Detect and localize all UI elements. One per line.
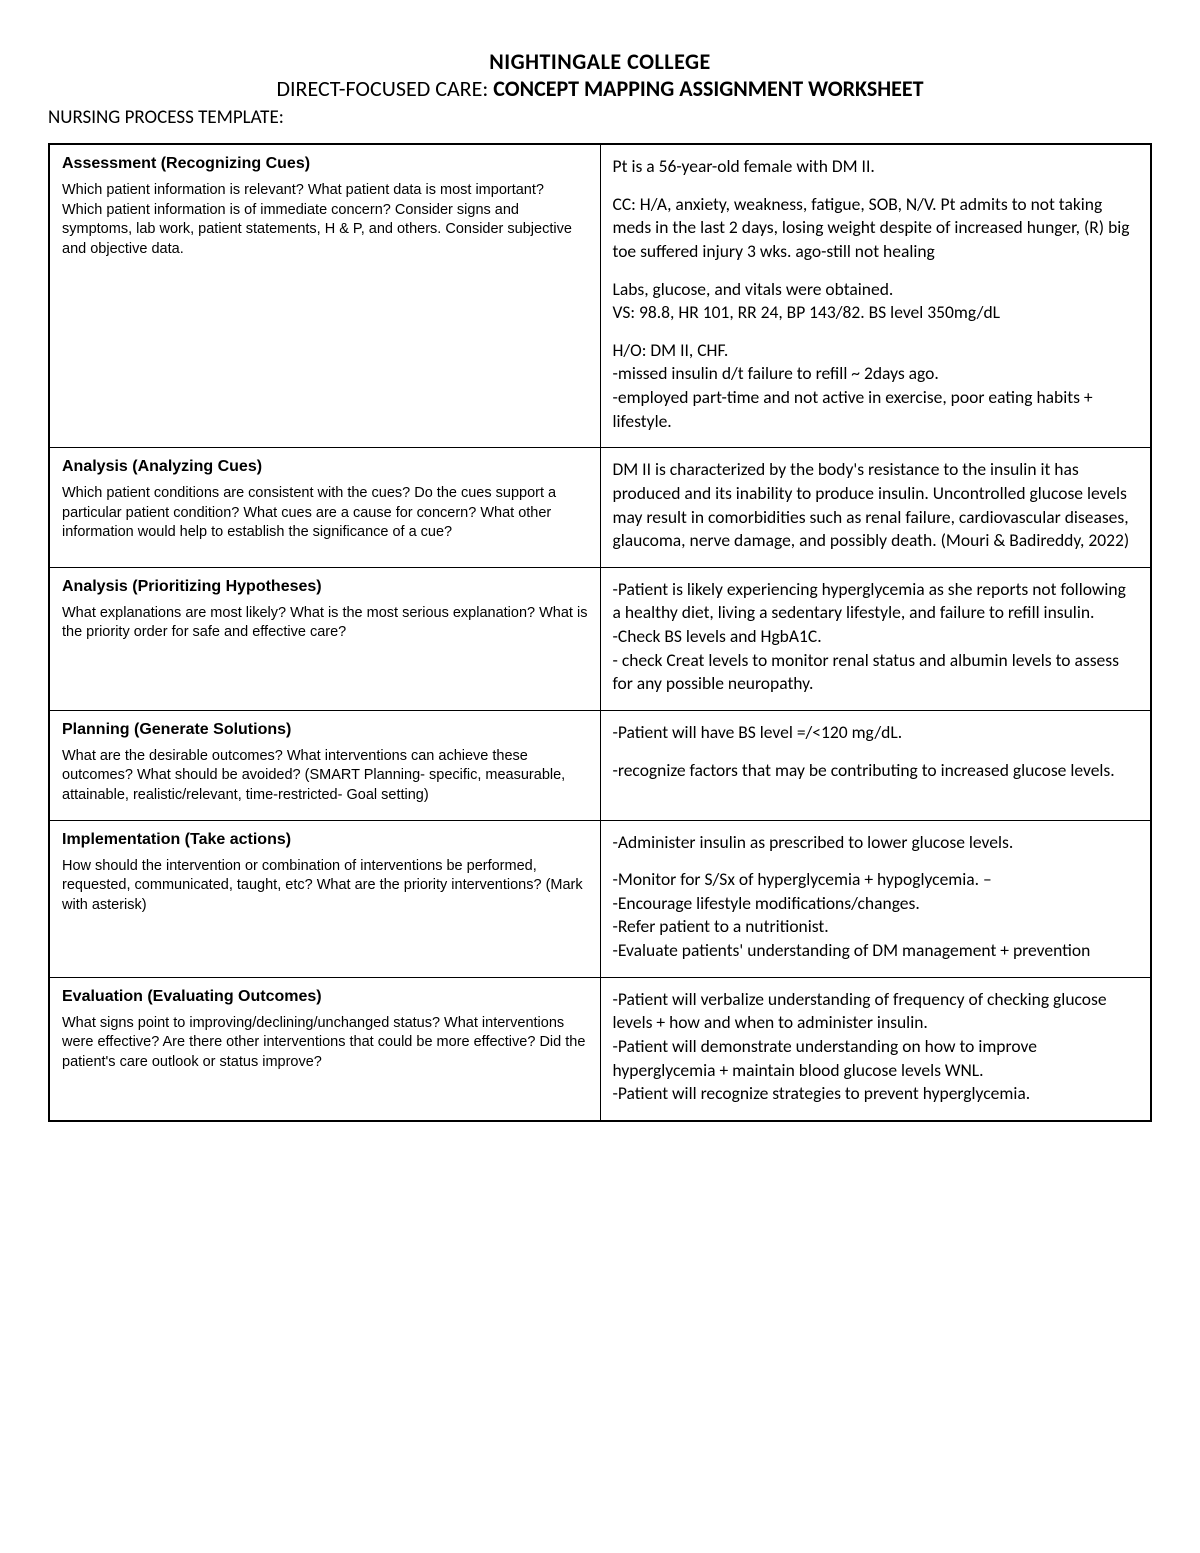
section-right-cell: Pt is a 56-year-old female with DM II. CC…: [600, 144, 1151, 448]
section-description: What explanations are most likely? What …: [62, 604, 588, 643]
table-row: Planning (Generate Solutions) What are th…: [49, 710, 1151, 820]
response-paragraph: -Administer insulin as prescribed to low…: [613, 831, 1139, 855]
title-prefix: DIRECT-FOCUSED CARE:: [276, 75, 493, 102]
response-paragraph: -Monitor for S/Sx of hyperglycemia + hyp…: [613, 868, 1139, 963]
section-right-cell: -Patient will verbalize understanding of…: [600, 977, 1151, 1121]
section-title: Assessment (Recognizing Cues): [62, 155, 588, 173]
response-paragraph: DM II is characterized by the body's res…: [613, 458, 1139, 553]
section-description: Which patient information is relevant? W…: [62, 181, 588, 259]
response-paragraph: Labs, glucose, and vitals were obtained.…: [613, 278, 1139, 325]
worksheet-table: Assessment (Recognizing Cues) Which patie…: [48, 143, 1152, 1122]
response-paragraph: CC: H/A, anxiety, weakness, fatigue, SOB…: [613, 193, 1139, 264]
response-paragraph: -Patient will have BS level =/<120 mg/dL…: [613, 721, 1139, 745]
template-label: NURSING PROCESS TEMPLATE:: [48, 106, 1152, 129]
college-name: NIGHTINGALE COLLEGE: [48, 48, 1152, 75]
section-left-cell: Planning (Generate Solutions) What are th…: [49, 710, 600, 820]
section-left-cell: Evaluation (Evaluating Outcomes) What sig…: [49, 977, 600, 1121]
document-header: NIGHTINGALE COLLEGE DIRECT-FOCUSED CARE:…: [48, 48, 1152, 102]
table-row: Evaluation (Evaluating Outcomes) What sig…: [49, 977, 1151, 1121]
section-title: Analysis (Analyzing Cues): [62, 458, 588, 476]
section-left-cell: Analysis (Analyzing Cues) Which patient c…: [49, 448, 600, 568]
section-right-cell: -Administer insulin as prescribed to low…: [600, 820, 1151, 977]
section-description: What signs point to improving/declining/…: [62, 1014, 588, 1073]
section-title: Planning (Generate Solutions): [62, 721, 588, 739]
table-row: Assessment (Recognizing Cues) Which patie…: [49, 144, 1151, 448]
response-paragraph: -recognize factors that may be contribut…: [613, 759, 1139, 783]
section-right-cell: -Patient is likely experiencing hypergly…: [600, 567, 1151, 710]
section-left-cell: Implementation (Take actions) How should …: [49, 820, 600, 977]
section-right-cell: DM II is characterized by the body's res…: [600, 448, 1151, 568]
response-paragraph: -Patient is likely experiencing hypergly…: [613, 578, 1139, 696]
table-row: Analysis (Prioritizing Hypotheses) What e…: [49, 567, 1151, 710]
section-title: Implementation (Take actions): [62, 831, 588, 849]
document-title: DIRECT-FOCUSED CARE: CONCEPT MAPPING ASS…: [48, 75, 1152, 102]
response-paragraph: -Patient will verbalize understanding of…: [613, 988, 1139, 1106]
section-title: Analysis (Prioritizing Hypotheses): [62, 578, 588, 596]
section-description: What are the desirable outcomes? What in…: [62, 747, 588, 806]
title-bold: CONCEPT MAPPING ASSIGNMENT WORKSHEET: [493, 75, 923, 102]
section-title: Evaluation (Evaluating Outcomes): [62, 988, 588, 1006]
section-description: How should the intervention or combinati…: [62, 857, 588, 916]
response-paragraph: H/O: DM II, CHF.-missed insulin d/t fail…: [613, 339, 1139, 434]
section-right-cell: -Patient will have BS level =/<120 mg/dL…: [600, 710, 1151, 820]
table-row: Implementation (Take actions) How should …: [49, 820, 1151, 977]
section-description: Which patient conditions are consistent …: [62, 484, 588, 543]
section-left-cell: Analysis (Prioritizing Hypotheses) What e…: [49, 567, 600, 710]
section-left-cell: Assessment (Recognizing Cues) Which patie…: [49, 144, 600, 448]
table-row: Analysis (Analyzing Cues) Which patient c…: [49, 448, 1151, 568]
response-paragraph: Pt is a 56-year-old female with DM II.: [613, 155, 1139, 179]
